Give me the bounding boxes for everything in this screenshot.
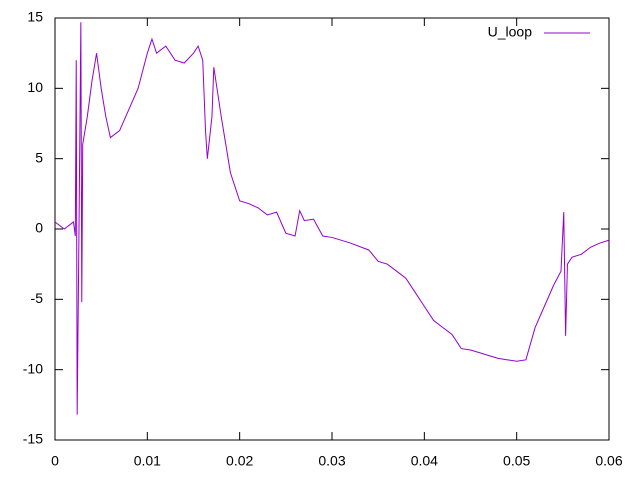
x-tick-label: 0.05: [503, 453, 530, 469]
y-tick-label: 15: [27, 9, 43, 25]
y-tick-label: -15: [23, 431, 43, 447]
legend-label: U_loop: [488, 24, 533, 40]
data-line: [54, 22, 610, 415]
y-tick-label: 0: [35, 220, 43, 236]
y-tick-label: -5: [31, 290, 44, 306]
y-tick-label: 10: [27, 79, 43, 95]
x-tick-label: 0.01: [134, 453, 161, 469]
x-tick-label: 0: [51, 453, 59, 469]
x-tick-label: 0.03: [318, 453, 345, 469]
x-tick-label: 0.06: [595, 453, 622, 469]
x-tick-label: 0.04: [411, 453, 438, 469]
y-tick-label: 5: [35, 149, 43, 165]
plot-border: [54, 17, 610, 441]
y-tick-label: -10: [23, 360, 43, 376]
x-tick-label: 0.02: [226, 453, 253, 469]
